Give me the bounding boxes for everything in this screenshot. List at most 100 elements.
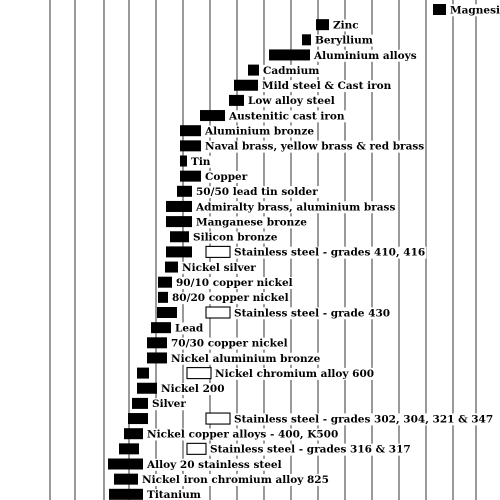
bar-5-0-active xyxy=(234,79,258,91)
bar-29-0-active xyxy=(119,443,139,455)
label-background xyxy=(190,155,212,168)
bar-7-0-active xyxy=(200,110,225,122)
bar-10-0-active xyxy=(180,155,187,167)
material-label: Stainless steel - grade 430 xyxy=(234,307,390,319)
material-label: Aluminium alloys xyxy=(313,50,417,62)
material-label: Manganese bronze xyxy=(196,216,307,228)
label-background xyxy=(233,246,427,259)
labels: Magnesium Zinc Beryllium Aluminium alloys Ca… xyxy=(141,4,500,500)
material-label: Low alloy steel xyxy=(248,95,335,107)
label-background xyxy=(214,367,376,380)
label-background xyxy=(312,49,418,62)
material-label: Titanium xyxy=(147,489,201,500)
label-background xyxy=(449,4,500,17)
material-label: 50/50 lead tin solder xyxy=(196,186,318,198)
material-label: Admiralty brass, aluminium brass xyxy=(195,201,395,213)
bar-14-0-active xyxy=(166,216,192,228)
bar-1-0-active xyxy=(316,19,329,31)
material-label: Stainless steel - grades 410, 416 xyxy=(234,247,425,259)
bar-30-0-active xyxy=(108,458,143,470)
bar-17-0-active xyxy=(165,261,178,273)
label-background xyxy=(203,125,316,138)
material-label: Silver xyxy=(152,398,186,410)
material-label: Silicon bronze xyxy=(193,232,278,244)
label-background xyxy=(146,489,202,500)
material-label: Stainless steel - grades 302, 304, 321 &… xyxy=(234,413,493,425)
bar-4-0-active xyxy=(248,64,259,76)
bar-19-0-active xyxy=(158,291,168,303)
label-background xyxy=(194,201,397,214)
label-background xyxy=(151,398,188,411)
label-background xyxy=(171,292,290,305)
material-label: Zinc xyxy=(333,19,359,31)
bar-3-0-active xyxy=(269,49,310,61)
material-label: Nickel copper alloys - 400, K500 xyxy=(147,429,338,441)
label-background xyxy=(170,337,289,350)
bar-2-0-active xyxy=(302,34,311,46)
label-background xyxy=(332,19,360,32)
label-background xyxy=(195,216,309,229)
label-background xyxy=(141,473,330,486)
material-label: Alloy 20 stainless steel xyxy=(146,459,282,471)
bar-22-0-active xyxy=(147,337,167,349)
label-background xyxy=(262,64,321,77)
bar-24-1-passive xyxy=(186,367,212,380)
material-label: Magnesium xyxy=(450,4,500,16)
label-background xyxy=(261,80,393,93)
bar-6-0-active xyxy=(229,94,244,106)
bar-27-1-passive xyxy=(205,412,231,425)
material-label: Nickel aluminium bronze xyxy=(171,353,321,365)
label-background xyxy=(195,186,320,199)
label-background xyxy=(233,307,392,320)
label-background xyxy=(204,170,249,183)
material-label: Nickel 200 xyxy=(161,383,225,395)
bar-26-0-active xyxy=(132,397,148,409)
material-label: Mild steel & Cast iron xyxy=(262,80,392,92)
bar-28-0-active xyxy=(124,428,143,440)
label-background xyxy=(145,458,283,471)
label-background xyxy=(160,383,226,396)
material-label: 90/10 copper nickel xyxy=(176,277,293,289)
label-background xyxy=(175,277,294,289)
label-background xyxy=(192,231,279,244)
bar-18-0-active xyxy=(158,276,172,288)
bar-9-0-active xyxy=(180,140,201,152)
material-label: Beryllium xyxy=(315,35,373,47)
bars xyxy=(108,4,446,500)
material-label: 70/30 copper nickel xyxy=(171,338,288,350)
material-label: Nickel silver xyxy=(182,262,256,274)
material-label: 80/20 copper nickel xyxy=(172,292,289,304)
bar-27-0-active xyxy=(128,413,148,425)
bar-13-0-active xyxy=(166,200,192,212)
label-background xyxy=(247,95,336,108)
bar-16-1-passive xyxy=(205,245,231,258)
bar-23-0-active xyxy=(147,352,167,364)
material-label: Nickel iron chromium alloy 825 xyxy=(142,474,329,486)
bar-16-0-active xyxy=(166,246,192,258)
bar-31-0-active xyxy=(114,473,138,485)
material-label: Copper xyxy=(205,171,248,183)
label-background xyxy=(146,428,340,441)
label-background xyxy=(209,443,412,456)
material-label: Lead xyxy=(175,322,204,334)
label-background xyxy=(233,413,495,426)
label-background xyxy=(314,34,374,47)
label-background xyxy=(174,322,205,335)
bar-0-0-active xyxy=(433,4,446,15)
label-background xyxy=(227,110,346,123)
bar-24-0-active xyxy=(137,367,149,379)
bar-25-0-active xyxy=(137,382,157,394)
material-label: Stainless steel - grades 316 & 317 xyxy=(210,444,411,456)
material-label: Austenitic cast iron xyxy=(228,110,345,122)
label-background xyxy=(204,140,426,153)
material-label: Aluminium bronze xyxy=(204,126,314,138)
bar-20-1-passive xyxy=(205,306,231,319)
label-background xyxy=(181,261,258,274)
label-background xyxy=(170,352,322,365)
material-label: Naval brass, yellow brass & red brass xyxy=(205,141,424,153)
bar-12-0-active xyxy=(177,185,192,197)
bar-32-0-active xyxy=(109,488,143,500)
material-label: Nickel chromium alloy 600 xyxy=(215,368,374,380)
bar-29-1-passive xyxy=(186,442,207,455)
